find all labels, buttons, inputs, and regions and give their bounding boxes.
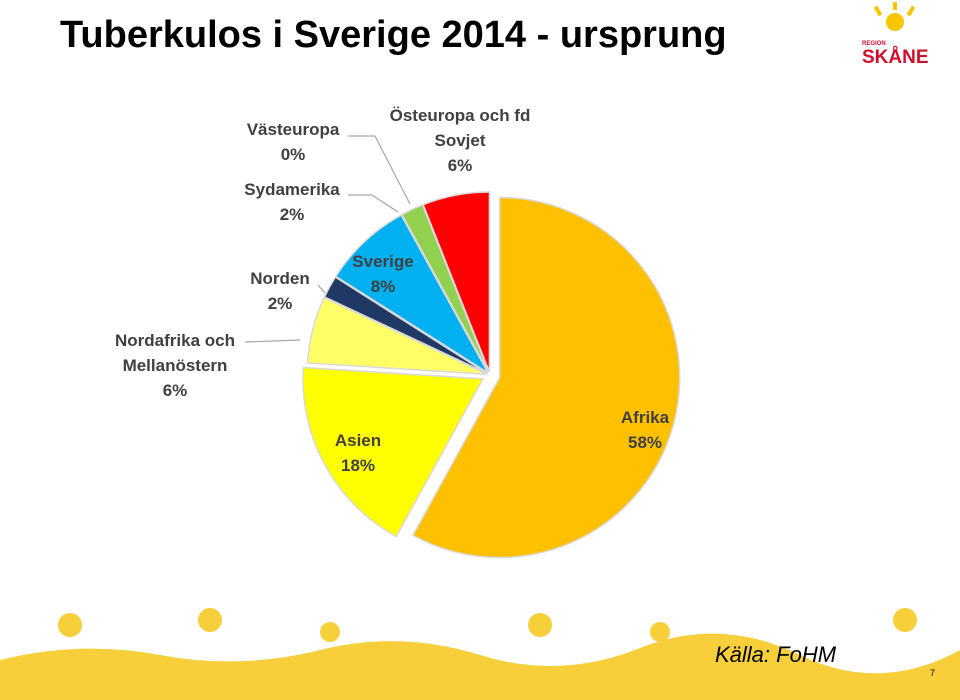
pie-slice [306, 296, 488, 376]
value-label: 18% [340, 456, 376, 475]
pie-slice [302, 366, 485, 538]
title: Tuberkulos i Sverige 2014 - ursprung [60, 14, 727, 56]
decor-band [0, 633, 960, 700]
logo-mark [873, 2, 916, 31]
page-number: 7 [930, 668, 936, 678]
value-label: 6% [447, 156, 473, 175]
pie-slice [334, 214, 489, 374]
pie-slice [323, 276, 488, 375]
value-label: 58% [627, 433, 663, 452]
source: Källa: FoHM [715, 642, 837, 667]
value-label: 2% [267, 294, 293, 313]
pie-slice [411, 196, 681, 559]
logo-text: SKÅNE [862, 47, 929, 68]
slice-label: Nordafrika och Mellanöstern [115, 331, 235, 375]
slice-label: Asien [334, 431, 382, 450]
slice-label: Sydamerika [244, 180, 340, 199]
logo-text: REGION [862, 41, 886, 47]
slice-label: Afrika [620, 408, 670, 427]
leader-lines [244, 135, 411, 343]
slice-label: Västeuropa [246, 120, 340, 139]
slice-label: Sverige [352, 252, 414, 271]
value-label: 0% [280, 145, 306, 164]
pie-slice [422, 191, 491, 373]
slice-label: Östeuropa och fd Sovjet [389, 106, 531, 150]
slice-label: Norden [250, 269, 310, 288]
decor-hands [58, 608, 917, 642]
value-label: 8% [370, 277, 396, 296]
value-label: 2% [279, 205, 305, 224]
value-label: 6% [162, 381, 188, 400]
